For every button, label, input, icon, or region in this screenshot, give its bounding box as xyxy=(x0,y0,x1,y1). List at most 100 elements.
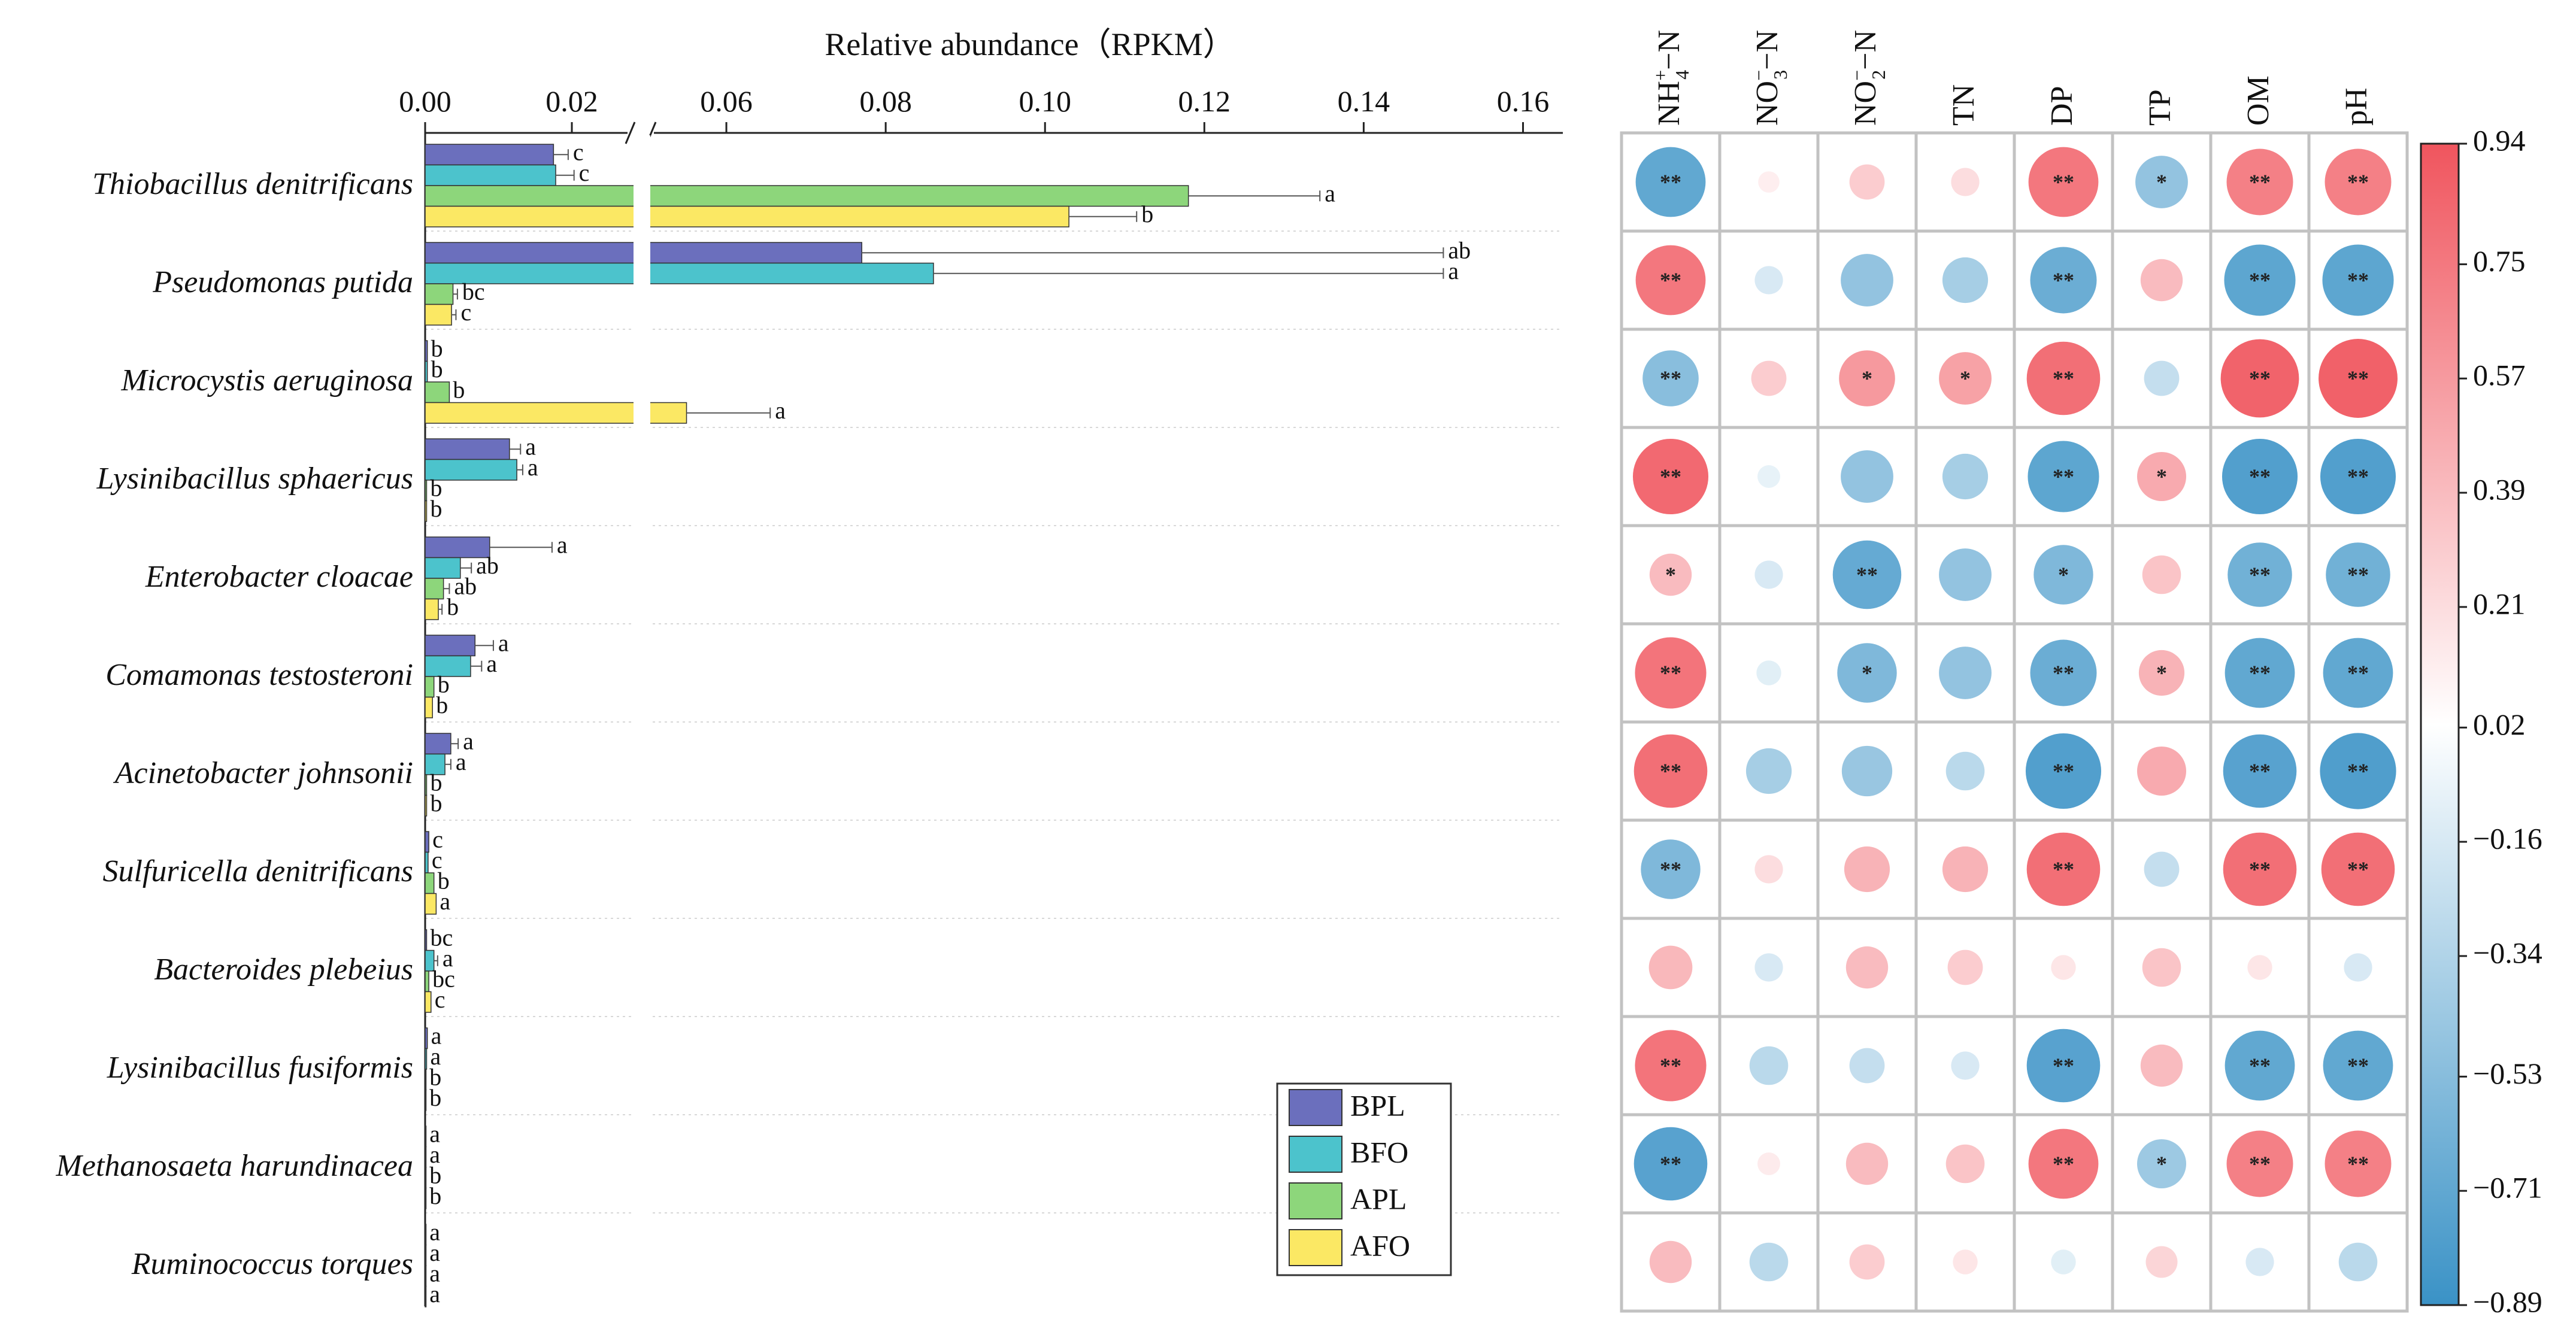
significance-letter: a xyxy=(430,1043,441,1070)
correlation-circle xyxy=(2026,341,2101,415)
significance-mark: * xyxy=(1960,366,1971,390)
colorbar-tick-label: −0.71 xyxy=(2473,1171,2542,1205)
significance-mark: ** xyxy=(2053,170,2074,194)
correlation-circle xyxy=(1953,1249,1978,1275)
correlation-circle xyxy=(1754,855,1783,884)
significance-mark: ** xyxy=(2249,268,2271,292)
column-header: DP xyxy=(2045,86,2079,126)
correlation-circle xyxy=(1951,168,1980,196)
significance-letter: b xyxy=(430,474,442,501)
significance-letter: c xyxy=(573,138,584,165)
significance-mark: ** xyxy=(2347,759,2369,783)
correlation-circle xyxy=(2030,247,2097,314)
correlation-circle xyxy=(1635,147,1706,217)
bar-bpl xyxy=(425,1027,428,1049)
significance-letter: a xyxy=(1325,180,1335,207)
bar-apl xyxy=(425,1265,427,1287)
heatmap-cell xyxy=(2111,917,2213,1018)
significance-mark: ** xyxy=(2053,1152,2074,1176)
category-label: Comamonas testosteroni xyxy=(105,658,413,692)
bar-bfo xyxy=(425,753,446,775)
correlation-heatmap: NH+4−NNO−3−NNO−2−NTN DP TP OM pH** ** * ** **** *… xyxy=(1620,30,2409,1313)
correlation-circle xyxy=(1845,946,1889,989)
significance-letter: b xyxy=(430,790,442,817)
x-tick-label: 0.12 xyxy=(1178,84,1231,118)
correlation-circle xyxy=(2051,955,2076,980)
correlation-circle xyxy=(1939,548,1992,601)
bar-apl xyxy=(425,578,444,600)
correlation-circle xyxy=(1849,1244,1885,1280)
column-header: pH xyxy=(2339,87,2374,126)
significance-letter: a xyxy=(456,748,466,775)
x-tick-label: 0.06 xyxy=(700,84,753,118)
correlation-circle xyxy=(2320,733,2396,809)
bar-bfo xyxy=(425,1244,427,1266)
heatmap-cell xyxy=(1914,917,2016,1018)
significance-mark: ** xyxy=(2347,563,2369,587)
correlation-circle xyxy=(2228,542,2292,607)
significance-mark: ** xyxy=(1660,170,1681,194)
significance-letter: c xyxy=(432,826,443,852)
significance-letter: a xyxy=(443,945,453,972)
correlation-circle xyxy=(2225,638,2295,708)
correlation-circle xyxy=(2325,148,2392,216)
significance-letter: b xyxy=(1141,201,1153,227)
heatmap-cell xyxy=(1816,1211,1918,1313)
significance-letter: a xyxy=(1448,257,1459,284)
bar-bpl xyxy=(425,144,554,166)
bar-chart-title: Relative abundance（RPKM） xyxy=(825,26,1235,62)
correlation-circle xyxy=(2030,639,2097,706)
significance-mark: ** xyxy=(2347,366,2369,390)
legend-label: BPL xyxy=(1350,1088,1405,1122)
bar-bpl xyxy=(425,929,428,951)
correlation-circle xyxy=(2144,851,2180,887)
x-tick-label: 0.02 xyxy=(545,84,598,118)
colorbar-tick-label: −0.34 xyxy=(2473,936,2542,969)
bar-apl xyxy=(425,480,428,502)
significance-letter: bc xyxy=(430,924,453,951)
correlation-circle xyxy=(2344,953,2372,982)
correlation-circle xyxy=(1634,1127,1708,1201)
bar-apl xyxy=(425,381,450,403)
significance-letter: a xyxy=(429,1239,440,1266)
column-header-base: TN xyxy=(1947,84,1981,126)
significance-mark: ** xyxy=(2249,759,2271,783)
correlation-circle xyxy=(1754,953,1783,982)
bar-afo xyxy=(425,1285,427,1307)
correlation-circle xyxy=(2142,948,2181,987)
significance-letter: ab xyxy=(1448,236,1471,263)
legend-swatch-apl xyxy=(1289,1182,1342,1219)
correlation-circle xyxy=(2245,1248,2274,1276)
significance-letter: b xyxy=(438,671,450,697)
significance-mark: ** xyxy=(1660,1152,1681,1176)
correlation-circle xyxy=(1945,1144,1985,1184)
correlation-circle xyxy=(1757,1152,1780,1175)
correlation-circle xyxy=(2145,1246,2178,1278)
significance-letter: bc xyxy=(462,278,485,305)
category-label: Bacteroides plebeius xyxy=(154,952,413,987)
column-header-base: OM xyxy=(2241,75,2275,126)
bar-bpl xyxy=(425,1224,427,1246)
bar-apl xyxy=(425,676,435,698)
colorbar-tick-label: 0.75 xyxy=(2473,244,2526,278)
column-header: TP xyxy=(2143,89,2177,126)
correlation-circle xyxy=(2135,156,2188,208)
significance-letter: b xyxy=(429,1063,441,1090)
significance-letter: c xyxy=(432,847,443,873)
bar-apl xyxy=(425,283,454,305)
correlation-circle xyxy=(1942,846,1989,893)
column-header-sub: 2 xyxy=(1868,70,1889,80)
significance-letter: ab xyxy=(454,572,477,599)
significance-mark: * xyxy=(2156,661,2167,685)
significance-mark: ** xyxy=(1660,1054,1681,1078)
x-tick-label: 0.16 xyxy=(1497,84,1550,118)
legend-swatch-bfo xyxy=(1289,1136,1342,1173)
correlation-circle xyxy=(1837,643,1897,703)
legend-label: AFO xyxy=(1350,1228,1410,1262)
significance-mark: ** xyxy=(2053,661,2074,685)
correlation-circle xyxy=(2226,1130,2293,1197)
correlation-circle xyxy=(2026,832,2101,906)
correlation-circle xyxy=(1635,637,1707,709)
colorbar-tick-label: 0.94 xyxy=(2473,123,2526,157)
significance-mark: ** xyxy=(1660,268,1681,292)
